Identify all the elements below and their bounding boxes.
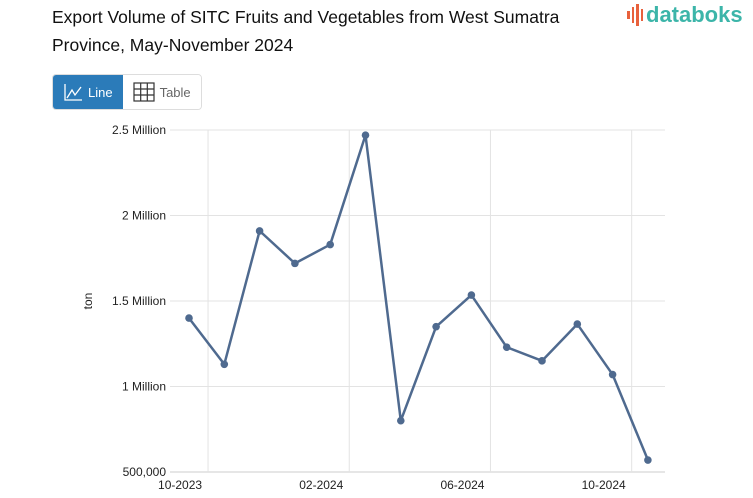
x-tick-label: 02-2024: [299, 478, 343, 492]
y-tick-label: 500,000: [123, 465, 167, 479]
data-point[interactable]: [220, 360, 229, 369]
x-tick-label: 10-2024: [582, 478, 626, 492]
line-view-button[interactable]: Line: [53, 75, 123, 109]
x-tick-label: 06-2024: [440, 478, 484, 492]
table-view-button[interactable]: Table: [122, 75, 201, 109]
y-axis-label: ton: [81, 293, 95, 310]
data-point[interactable]: [291, 259, 299, 268]
data-point[interactable]: [608, 370, 617, 379]
data-point[interactable]: [467, 291, 476, 299]
brand-name: databoks: [646, 2, 743, 27]
table-icon: [132, 82, 155, 102]
y-tick-label: 2.5 Million: [112, 123, 166, 137]
data-point[interactable]: [573, 320, 582, 328]
databoks-logo: databoks: [627, 2, 743, 28]
data-point[interactable]: [502, 343, 511, 351]
logo-mark-icon: [627, 4, 643, 26]
table-label: Table: [159, 84, 191, 100]
data-point[interactable]: [432, 322, 440, 331]
y-tick-label: 1.5 Million: [112, 294, 166, 308]
data-point[interactable]: [326, 240, 335, 249]
data-point[interactable]: [644, 456, 652, 464]
y-tick-label: 2 Million: [122, 209, 166, 223]
view-toggle: Line Table: [52, 74, 202, 110]
data-point[interactable]: [255, 227, 264, 235]
data-point[interactable]: [361, 131, 370, 139]
line-chart-icon: [64, 84, 82, 101]
data-point[interactable]: [185, 314, 193, 322]
y-tick-label: 1 Million: [122, 380, 166, 394]
data-point[interactable]: [397, 416, 405, 425]
x-tick-label: 10-2023: [158, 478, 202, 492]
series-line: [188, 133, 650, 461]
chart-title: Export Volume of SITC Fruits and Vegetab…: [52, 7, 560, 55]
data-point[interactable]: [538, 357, 546, 365]
line-label: Line: [88, 84, 113, 100]
